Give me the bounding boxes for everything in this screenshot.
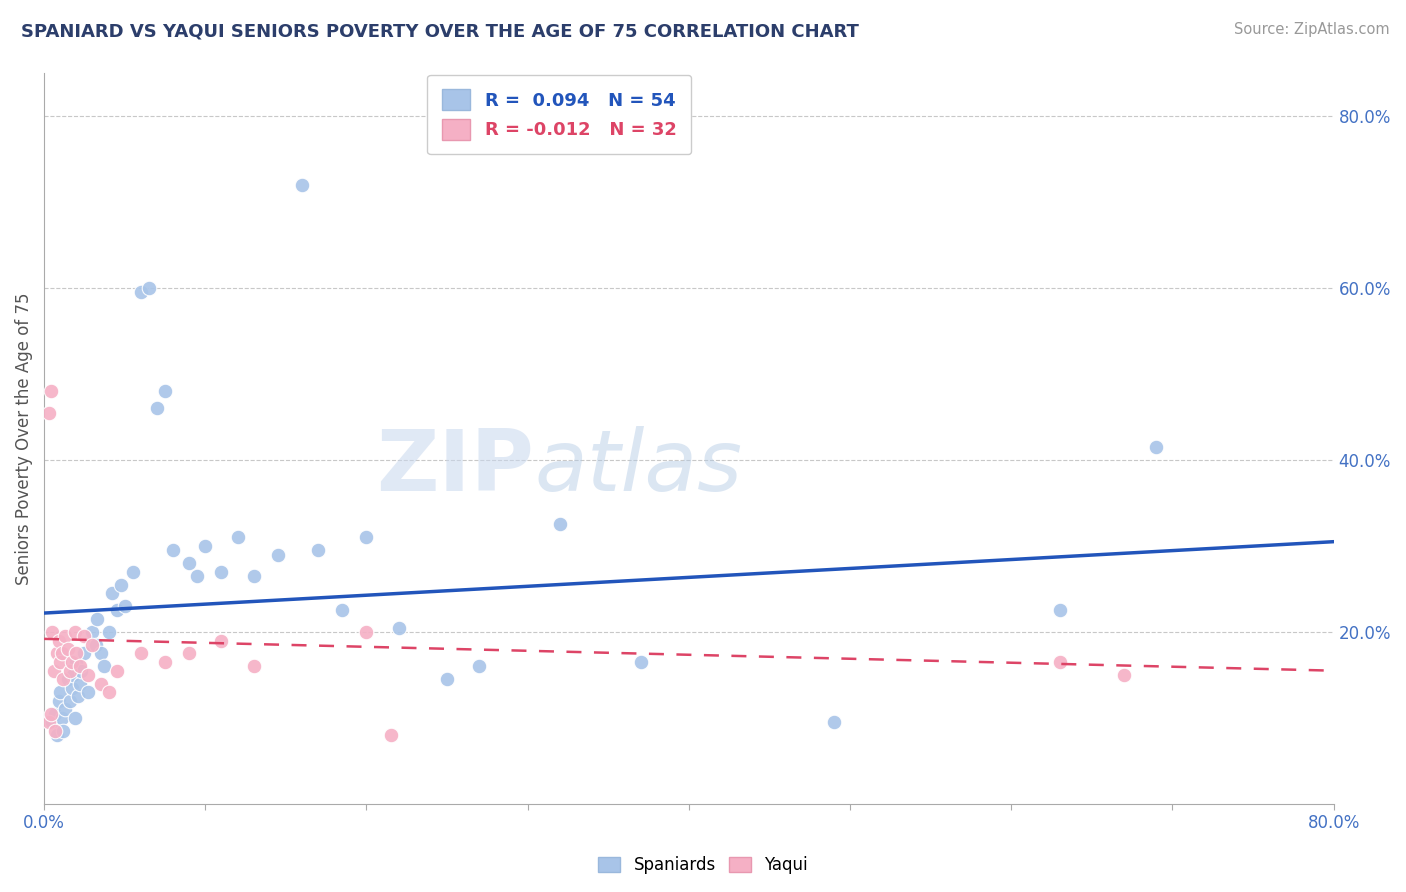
Point — [226, 530, 249, 544]
Point — [110, 577, 132, 591]
Point — [46, 728, 69, 742]
Point — [1049, 655, 1071, 669]
Point — [41, 715, 63, 730]
Point — [48, 633, 70, 648]
Text: Source: ZipAtlas.com: Source: ZipAtlas.com — [1233, 22, 1389, 37]
Point — [65, 647, 87, 661]
Point — [138, 281, 160, 295]
Point — [62, 668, 84, 682]
Point — [97, 625, 120, 640]
Point — [53, 629, 76, 643]
Point — [97, 685, 120, 699]
Point — [51, 647, 73, 661]
Point — [330, 603, 353, 617]
Point — [44, 706, 66, 721]
Point — [52, 673, 75, 687]
Point — [153, 655, 176, 669]
Point — [59, 664, 82, 678]
Point — [1049, 603, 1071, 617]
Point — [53, 702, 76, 716]
Point — [548, 517, 571, 532]
Point — [39, 384, 62, 399]
Point — [105, 664, 128, 678]
Point — [179, 556, 201, 570]
Point — [70, 664, 93, 678]
Point — [41, 625, 63, 640]
Point — [105, 603, 128, 617]
Point — [194, 539, 217, 553]
Point — [146, 401, 169, 416]
Point — [63, 625, 86, 640]
Point — [114, 599, 136, 614]
Legend: R =  0.094   N = 54, R = -0.012   N = 32: R = 0.094 N = 54, R = -0.012 N = 32 — [427, 75, 692, 154]
Point — [162, 543, 184, 558]
Y-axis label: Seniors Poverty Over the Age of 75: Seniors Poverty Over the Age of 75 — [15, 293, 32, 585]
Point — [267, 548, 290, 562]
Point — [129, 285, 152, 300]
Point — [51, 711, 73, 725]
Text: atlas: atlas — [534, 426, 742, 509]
Point — [46, 647, 69, 661]
Point — [388, 621, 411, 635]
Point — [76, 685, 98, 699]
Point — [101, 586, 124, 600]
Point — [42, 664, 65, 678]
Text: ZIP: ZIP — [377, 426, 534, 509]
Point — [49, 685, 72, 699]
Point — [356, 530, 378, 544]
Point — [186, 569, 208, 583]
Text: SPANIARD VS YAQUI SENIORS POVERTY OVER THE AGE OF 75 CORRELATION CHART: SPANIARD VS YAQUI SENIORS POVERTY OVER T… — [21, 22, 859, 40]
Point — [179, 647, 201, 661]
Point — [82, 638, 104, 652]
Point — [73, 647, 96, 661]
Legend: Spaniards, Yaqui: Spaniards, Yaqui — [592, 850, 814, 881]
Point — [436, 673, 458, 687]
Point — [60, 655, 83, 669]
Point — [121, 565, 143, 579]
Point — [242, 569, 264, 583]
Point — [468, 659, 491, 673]
Point — [1112, 668, 1135, 682]
Point — [93, 659, 115, 673]
Point — [44, 723, 66, 738]
Point — [209, 633, 232, 648]
Point — [38, 406, 60, 420]
Point — [129, 647, 152, 661]
Point — [82, 625, 104, 640]
Point — [1144, 440, 1167, 454]
Point — [49, 655, 72, 669]
Point — [153, 384, 176, 399]
Point — [69, 659, 91, 673]
Point — [38, 715, 60, 730]
Point — [63, 711, 86, 725]
Point — [380, 728, 402, 742]
Point — [291, 178, 314, 192]
Point — [242, 659, 264, 673]
Point — [65, 655, 87, 669]
Point — [48, 694, 70, 708]
Point — [307, 543, 329, 558]
Point — [76, 668, 98, 682]
Point — [58, 642, 80, 657]
Point — [209, 565, 232, 579]
Point — [39, 706, 62, 721]
Point — [58, 673, 80, 687]
Point — [59, 694, 82, 708]
Point — [356, 625, 378, 640]
Point — [86, 612, 108, 626]
Point — [69, 676, 91, 690]
Point — [73, 629, 96, 643]
Point — [60, 681, 83, 695]
Point — [52, 723, 75, 738]
Point — [66, 690, 89, 704]
Point — [84, 638, 107, 652]
Point — [89, 676, 111, 690]
Point — [89, 647, 111, 661]
Point — [823, 715, 845, 730]
Point — [630, 655, 652, 669]
